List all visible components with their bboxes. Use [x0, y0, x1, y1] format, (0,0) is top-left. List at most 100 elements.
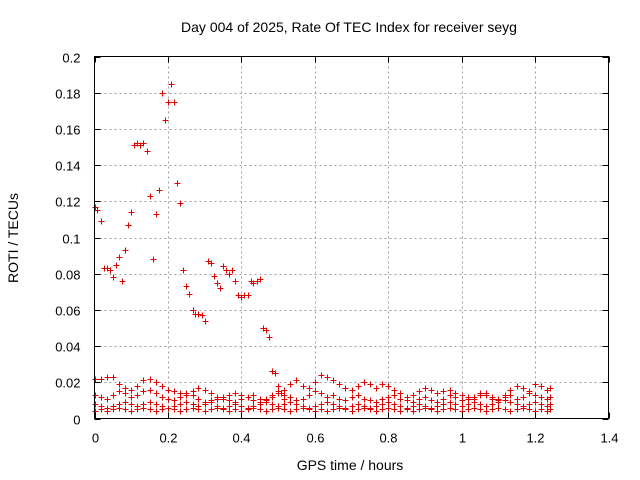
data-point: [434, 390, 441, 397]
data-point: [471, 405, 478, 412]
grid-lines: [94, 56, 609, 419]
data-point: [532, 399, 539, 406]
data-point: [336, 381, 343, 388]
plot-frame: [94, 56, 609, 419]
axis-ticks: [94, 56, 610, 420]
y-tick-labels: 0 0.02 0.04 0.06 0.08 0.1 0.12 0.14 0.16 0.18 0.2: [55, 51, 80, 428]
data-point: [232, 406, 239, 413]
data-point: [532, 381, 539, 388]
data-point: [324, 399, 331, 406]
data-point: [367, 397, 374, 404]
data-point: [306, 392, 313, 399]
data-point: [300, 396, 307, 403]
data-point: [245, 406, 252, 413]
data-point: [318, 390, 325, 397]
data-point: [113, 262, 120, 269]
data-point: [275, 390, 282, 397]
data-point: [232, 278, 239, 285]
data-point: [330, 377, 337, 384]
data-point: [379, 406, 386, 413]
data-point: [177, 394, 184, 401]
data-point: [217, 285, 224, 292]
data-point: [318, 372, 325, 379]
data-point: [514, 406, 521, 413]
data-point: [162, 117, 169, 124]
data-point: [104, 408, 111, 415]
series-low-track-a: [92, 372, 554, 406]
data-point: [214, 396, 221, 403]
data-point: [263, 327, 270, 334]
data-point: [306, 406, 313, 413]
data-point: [489, 406, 496, 413]
data-points: [92, 81, 554, 415]
data-point: [440, 406, 447, 413]
data-point: [459, 397, 466, 404]
data-point: [532, 392, 539, 399]
data-point: [342, 406, 349, 413]
data-point: [128, 387, 135, 394]
y-tick-label: 0.18: [55, 87, 80, 102]
data-point: [214, 280, 221, 287]
data-point: [483, 392, 490, 399]
data-point: [266, 334, 273, 341]
data-point: [190, 405, 197, 412]
data-point: [373, 408, 380, 415]
data-point: [147, 376, 154, 383]
data-point: [275, 405, 282, 412]
data-point: [195, 385, 202, 392]
data-point: [153, 379, 160, 386]
data-point: [520, 394, 527, 401]
y-tick-label: 0.14: [55, 159, 80, 174]
data-point: [538, 383, 545, 390]
data-point: [165, 405, 172, 412]
x-tick-label: 1: [459, 431, 466, 446]
data-point: [183, 390, 190, 397]
data-point: [125, 222, 132, 229]
data-point: [168, 81, 175, 88]
data-point: [520, 385, 527, 392]
data-point: [379, 381, 386, 388]
data-point: [507, 392, 514, 399]
data-point: [355, 383, 362, 390]
data-point: [190, 392, 197, 399]
y-tick-label: 0.1: [62, 232, 80, 247]
data-point: [336, 405, 343, 412]
data-point: [232, 390, 239, 397]
data-point: [520, 405, 527, 412]
data-point: [281, 392, 288, 399]
data-point: [92, 392, 99, 399]
data-point: [250, 392, 257, 399]
data-point: [98, 406, 105, 413]
data-point: [98, 218, 105, 225]
data-point: [165, 396, 172, 403]
data-point: [159, 406, 166, 413]
data-point: [171, 99, 178, 106]
data-point: [147, 406, 154, 413]
data-point: [269, 394, 276, 401]
data-point: [134, 406, 141, 413]
data-point: [153, 211, 160, 218]
data-point: [404, 406, 411, 413]
data-point: [416, 388, 423, 395]
data-point: [287, 381, 294, 388]
data-point: [355, 406, 362, 413]
data-point: [507, 408, 514, 415]
y-tick-label: 0.02: [55, 376, 80, 391]
data-point: [547, 385, 554, 392]
data-point: [195, 406, 202, 413]
data-point: [180, 267, 187, 274]
data-point: [447, 399, 454, 406]
data-point: [116, 254, 123, 261]
data-point: [202, 408, 209, 415]
data-point: [361, 396, 368, 403]
y-tick-label: 0.16: [55, 123, 80, 138]
data-point: [502, 397, 509, 404]
data-point: [140, 140, 147, 147]
data-point: [447, 392, 454, 399]
data-point: [110, 406, 117, 413]
data-point: [547, 394, 554, 401]
data-point: [116, 381, 123, 388]
data-point: [342, 397, 349, 404]
data-point: [422, 405, 429, 412]
